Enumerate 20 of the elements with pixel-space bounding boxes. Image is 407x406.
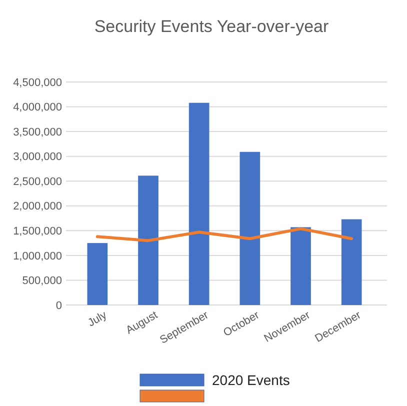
bar xyxy=(188,102,210,305)
y-tick-label: 4,500,000 xyxy=(13,76,62,89)
y-tick-label: 0 xyxy=(56,300,62,312)
y-tick-label: 3,500,000 xyxy=(13,126,62,138)
bar xyxy=(87,243,108,305)
y-tick-label: 1,500,000 xyxy=(13,226,62,238)
chart-title: Security Events Year-over-year xyxy=(94,17,329,36)
y-tick-label: 3,000,000 xyxy=(13,151,62,164)
bar xyxy=(138,176,158,305)
bar xyxy=(341,219,362,305)
y-tick-label: 4,000,000 xyxy=(13,102,62,114)
bar xyxy=(290,227,311,305)
bar xyxy=(240,152,260,305)
line-series xyxy=(96,227,354,242)
y-tick-label: 2,500,000 xyxy=(13,176,62,188)
y-tick-label: 1,000,000 xyxy=(13,250,62,262)
y-tick-label: 500,000 xyxy=(22,275,62,288)
legend-label: 2020 Events xyxy=(212,372,290,388)
x-tick-label: July xyxy=(86,308,110,330)
y-tick-label: 2,000,000 xyxy=(13,200,62,213)
